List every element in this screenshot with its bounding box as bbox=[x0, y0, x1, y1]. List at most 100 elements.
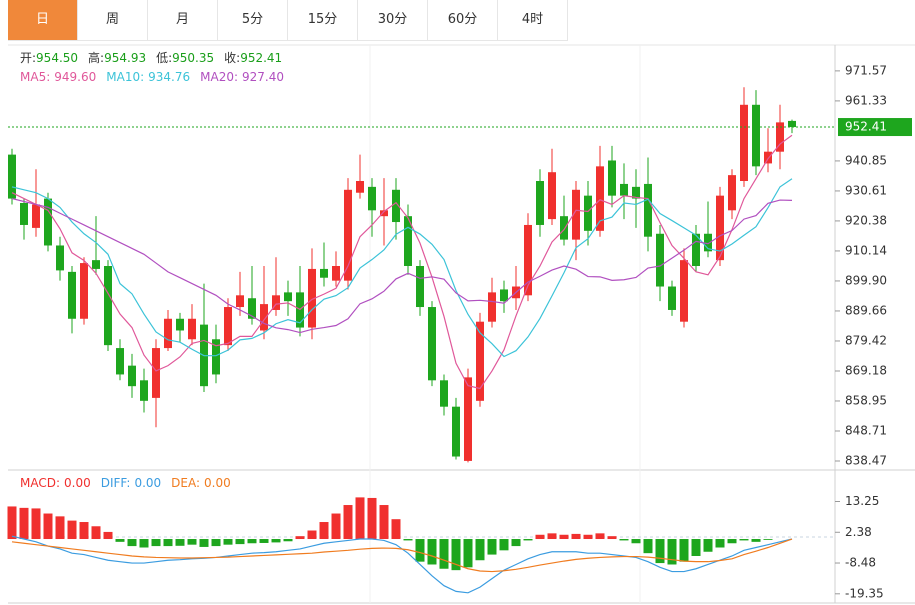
candle-body bbox=[20, 202, 28, 225]
macd-bar bbox=[691, 539, 701, 556]
candle-body bbox=[596, 166, 604, 231]
macd-bar bbox=[547, 533, 557, 540]
macd-bar bbox=[679, 539, 689, 562]
macd-bar bbox=[271, 539, 281, 543]
ohlc-label: 高: bbox=[88, 50, 104, 65]
candle-body bbox=[32, 204, 40, 228]
legend-entry: DEA: 0.00 bbox=[171, 476, 231, 490]
candle-body bbox=[176, 318, 184, 331]
candle-body bbox=[224, 307, 232, 346]
tab[interactable]: 15分 bbox=[288, 0, 358, 40]
candle-body bbox=[284, 292, 292, 302]
macd-bar bbox=[19, 507, 29, 540]
legend-value: 0.00 bbox=[134, 476, 161, 490]
macd-bar bbox=[283, 539, 293, 542]
candle-body bbox=[404, 216, 412, 266]
macd-bar bbox=[655, 539, 665, 564]
macd-bar bbox=[43, 513, 53, 540]
candle-body bbox=[632, 186, 640, 199]
macd-bar bbox=[211, 539, 221, 547]
y-tick-label: -8.48 bbox=[845, 556, 876, 570]
macd-bar bbox=[499, 539, 509, 551]
macd-bar bbox=[247, 539, 257, 544]
macd-bar bbox=[295, 536, 305, 540]
candle-body bbox=[152, 348, 160, 398]
ohlc-label: 开: bbox=[20, 51, 36, 65]
candle-body bbox=[716, 195, 724, 261]
tab[interactable]: 4时 bbox=[498, 0, 568, 40]
legend-entry: MACD: 0.00 bbox=[20, 476, 91, 490]
legend-name: MA10: bbox=[106, 70, 144, 84]
macd-bar bbox=[739, 539, 749, 541]
macd-bar bbox=[391, 519, 401, 540]
candle-body bbox=[332, 266, 340, 281]
ohlc-label: 收: bbox=[224, 51, 240, 65]
macd-bar bbox=[463, 539, 473, 568]
macd-bar bbox=[163, 539, 173, 547]
macd-bar bbox=[223, 539, 233, 545]
candle-body bbox=[500, 289, 508, 302]
candle-body bbox=[476, 321, 484, 401]
candle-body bbox=[44, 198, 52, 246]
candle-body bbox=[356, 181, 364, 193]
macd-bar bbox=[127, 539, 137, 547]
macd-bar bbox=[235, 539, 245, 545]
candle-body bbox=[128, 365, 136, 387]
macd-bar bbox=[7, 506, 17, 540]
ohlc-label: 低: bbox=[156, 51, 172, 65]
legend-name: DIFF: bbox=[101, 476, 131, 490]
legend-entry: MA10: 934.76 bbox=[106, 70, 190, 84]
macd-bar bbox=[199, 539, 209, 547]
y-tick-label: 858.95 bbox=[845, 393, 887, 407]
macd-bar bbox=[319, 522, 329, 540]
candle-body bbox=[548, 172, 556, 220]
tab[interactable]: 日 bbox=[8, 0, 78, 40]
macd-bar bbox=[187, 539, 197, 545]
tab[interactable]: 30分 bbox=[358, 0, 428, 40]
macd-bar bbox=[427, 539, 437, 565]
series-line bbox=[11, 538, 793, 573]
legend-value: 927.40 bbox=[242, 70, 284, 84]
y-tick-label: 930.61 bbox=[845, 183, 887, 197]
macd-bar bbox=[331, 513, 341, 540]
macd-bar bbox=[703, 539, 713, 552]
candle-body bbox=[260, 304, 268, 331]
candle-body bbox=[8, 154, 16, 199]
y-tick-label: 869.18 bbox=[845, 363, 887, 377]
candle-body bbox=[416, 266, 424, 308]
legend-entry: MA20: 927.40 bbox=[200, 70, 284, 84]
ohlc-entry: 开:954.50 bbox=[20, 51, 78, 65]
legend-name: MA5: bbox=[20, 70, 50, 84]
y-tick-label: 13.25 bbox=[845, 494, 879, 508]
macd-bar bbox=[619, 539, 629, 541]
macd-bar bbox=[55, 516, 65, 540]
candle-body bbox=[308, 268, 316, 328]
candle-body bbox=[668, 286, 676, 310]
tab[interactable]: 月 bbox=[148, 0, 218, 40]
candle-body bbox=[584, 195, 592, 231]
tab[interactable]: 60分 bbox=[428, 0, 498, 40]
macd-bar bbox=[115, 539, 125, 542]
candle-body bbox=[104, 266, 112, 346]
ohlc-entry: 高:954.93 bbox=[88, 50, 146, 65]
macd-bar bbox=[475, 539, 485, 561]
candle-body bbox=[212, 339, 220, 375]
legend-name: MA20: bbox=[200, 70, 238, 84]
macd-bar bbox=[367, 497, 377, 540]
candle-body bbox=[272, 295, 280, 310]
macd-bar bbox=[535, 534, 545, 540]
candle-body bbox=[692, 233, 700, 266]
tab[interactable]: 周 bbox=[78, 0, 148, 40]
ohlc-value: 952.41 bbox=[240, 51, 282, 65]
legend-entry: MA5: 949.60 bbox=[20, 70, 96, 84]
macd-bar bbox=[487, 539, 497, 555]
macd-bar bbox=[379, 505, 389, 540]
legend-value: 0.00 bbox=[204, 476, 231, 490]
tab[interactable]: 5分 bbox=[218, 0, 288, 40]
candle-body bbox=[92, 260, 100, 269]
candle-body bbox=[164, 318, 172, 349]
legend-value: 0.00 bbox=[64, 476, 91, 490]
legend-value: 949.60 bbox=[54, 70, 96, 84]
y-tick-label: 920.38 bbox=[845, 213, 887, 227]
